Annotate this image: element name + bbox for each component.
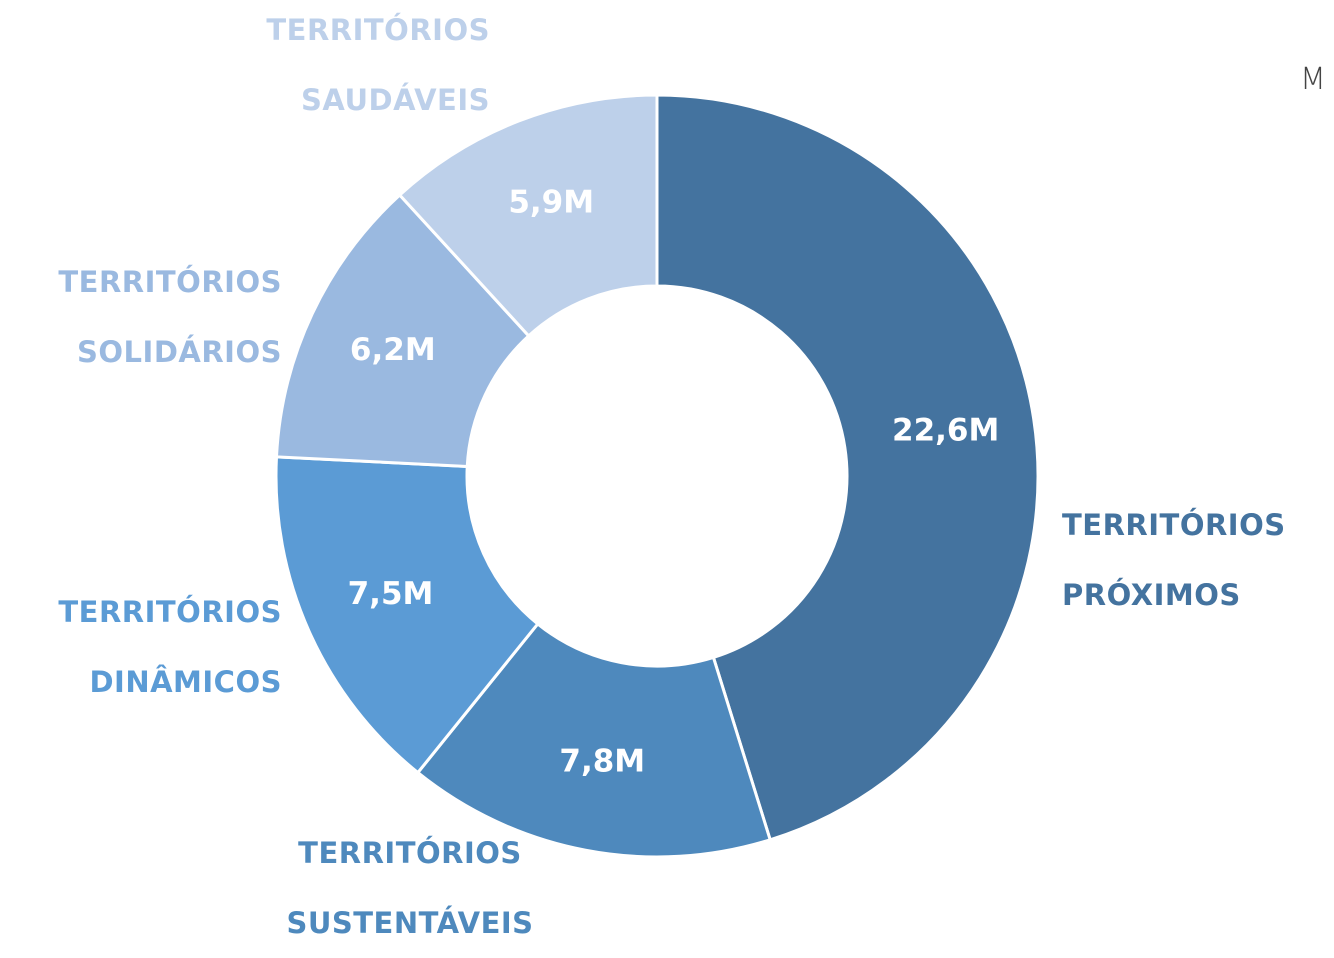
category-label: TERRITÓRIOS SUSTENTÁVEIS [286,836,534,940]
category-label: TERRITÓRIOS PRÓXIMOS [1062,508,1286,612]
donut-slice [415,621,773,859]
unit-annotation: M [1300,62,1326,97]
donut-slice [274,455,540,775]
donut-slice [655,93,1040,842]
category-label: TERRITÓRIOS SAUDÁVEIS [266,13,490,117]
value-label: 7,5M [348,576,434,612]
value-label: 7,8M [559,743,645,779]
value-label: 5,9M [508,184,594,220]
donut-slice [397,93,659,338]
category-label: TERRITÓRIOS SOLIDÁRIOS [58,265,282,369]
donut-slice [274,192,531,469]
value-label: 6,2M [350,332,436,368]
value-label: 22,6M [892,413,999,449]
category-label: TERRITÓRIOS DINÂMICOS [58,595,282,699]
